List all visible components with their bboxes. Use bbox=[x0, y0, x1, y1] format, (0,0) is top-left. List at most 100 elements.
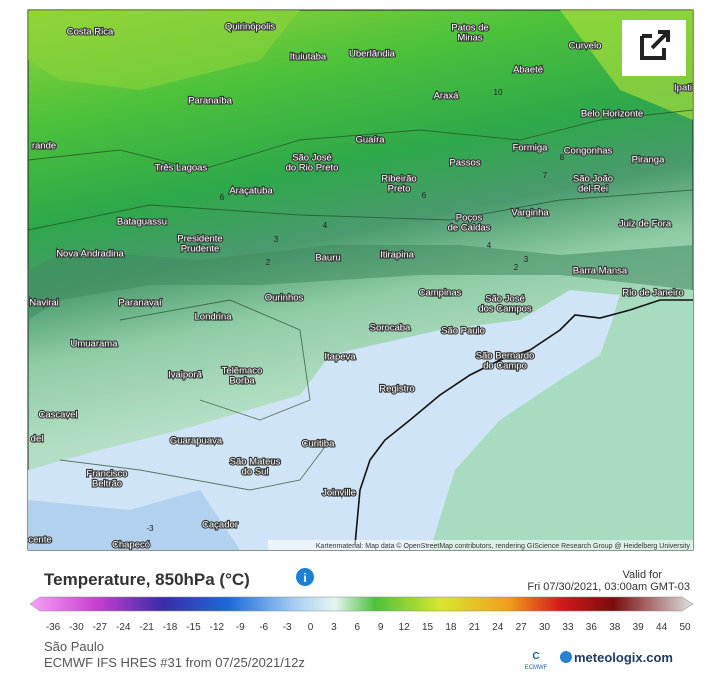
color-bar-tick: 18 bbox=[445, 622, 457, 633]
info-icon: i bbox=[303, 571, 306, 585]
place-label: dos Campos bbox=[478, 304, 532, 315]
contour-label: 4 bbox=[323, 221, 328, 230]
color-bar-tick: -30 bbox=[69, 622, 84, 633]
place-label: Guaíra bbox=[355, 135, 385, 146]
color-bar-tick: 21 bbox=[469, 622, 481, 633]
color-bar-tick: -3 bbox=[283, 622, 292, 633]
place-label: Guarapuava bbox=[170, 436, 223, 447]
color-bar-tick: 15 bbox=[422, 622, 434, 633]
model-run: ECMWF IFS HRES #31 from 07/25/2021/12z bbox=[44, 655, 305, 670]
place-label: Umuarama bbox=[71, 339, 119, 350]
color-bar-tick: -9 bbox=[236, 622, 245, 633]
place-label: Curitiba bbox=[302, 439, 335, 450]
place-label: Minas bbox=[457, 33, 483, 44]
contour-label: 7 bbox=[543, 171, 548, 180]
color-bar-tick: -27 bbox=[93, 622, 108, 633]
place-label: Chapecó bbox=[112, 540, 150, 551]
color-bar-tick: 44 bbox=[656, 622, 668, 633]
color-bar-tick: 27 bbox=[516, 622, 528, 633]
attribution-bg bbox=[268, 540, 693, 550]
place-label: São José bbox=[485, 294, 525, 305]
color-bar-tick: 30 bbox=[539, 622, 551, 633]
place-label: São João bbox=[573, 174, 613, 185]
place-label: Francisco bbox=[86, 469, 127, 480]
color-bar-tick: 39 bbox=[633, 622, 645, 633]
place-label: Belo Horizonte bbox=[581, 109, 643, 120]
ocean-area bbox=[430, 290, 693, 550]
place-label: Costa Rica bbox=[67, 27, 114, 38]
place-label: Preto bbox=[388, 184, 411, 195]
place-label: del bbox=[31, 434, 44, 445]
color-bar-tick: 0 bbox=[308, 622, 314, 633]
place-label: Bataguassu bbox=[117, 217, 167, 228]
place-label: Paranavaí bbox=[118, 298, 162, 309]
info-button[interactable] bbox=[296, 568, 314, 586]
brand: meteologix.com bbox=[574, 650, 673, 665]
color-bar bbox=[29, 596, 694, 612]
contour-label: 3 bbox=[524, 255, 529, 264]
color-bar-tick: -18 bbox=[163, 622, 178, 633]
place-label: Patos de bbox=[451, 23, 489, 34]
contour-band bbox=[28, 245, 693, 320]
place-label: Telêmaco bbox=[222, 366, 263, 377]
place-label: Paranaíba bbox=[188, 96, 233, 107]
contour-label: 6 bbox=[220, 193, 225, 202]
legend: Temperature, 850hPa (°C) i Valid for Fri… bbox=[29, 568, 694, 633]
place-label: Itirapina bbox=[380, 250, 415, 261]
place-label: Quirinópolis bbox=[225, 22, 275, 33]
place-label: Caçador bbox=[202, 520, 238, 531]
place-label: de Caldas bbox=[448, 223, 491, 234]
place-label: Uberlândia bbox=[349, 49, 396, 60]
place-label: Itapeva bbox=[324, 352, 356, 363]
place-label: Poços bbox=[456, 213, 483, 224]
footer: São Paulo ECMWF IFS HRES #31 from 07/25/… bbox=[44, 639, 673, 671]
place-label: São Bernardo bbox=[476, 351, 535, 362]
contour-label: 4 bbox=[487, 241, 492, 250]
color-bar-tick: 6 bbox=[355, 622, 361, 633]
place-label: Londrina bbox=[195, 312, 233, 323]
place-label: São Paulo bbox=[441, 326, 485, 337]
place-label: do Rio Preto bbox=[286, 163, 339, 174]
contour-label: 2 bbox=[514, 263, 519, 272]
place-label: Joinville bbox=[322, 488, 356, 499]
valid-label: Valid for bbox=[622, 569, 662, 581]
color-bar-tick: 33 bbox=[562, 622, 574, 633]
place-label: Rio de Janeiro bbox=[622, 288, 683, 299]
map-area: Kartenmaterial: Map data © OpenStreetMap… bbox=[27, 9, 694, 552]
place-label: do Campo bbox=[483, 361, 527, 372]
legend-title: Temperature, 850hPa (°C) bbox=[44, 570, 250, 589]
ecmwf-logo: ECMWF bbox=[525, 665, 548, 671]
place-label: Ourinhos bbox=[265, 293, 304, 304]
place-label: Ivaiporã bbox=[168, 370, 203, 381]
color-bar-tick: 9 bbox=[378, 622, 384, 633]
place-label: Campinas bbox=[419, 288, 462, 299]
attribution: Kartenmaterial: Map data © OpenStreetMap… bbox=[316, 542, 691, 550]
place-label: Curvelo bbox=[569, 41, 602, 52]
contour-label: -3 bbox=[146, 524, 154, 533]
color-bar-tick: -6 bbox=[259, 622, 268, 633]
color-bar-tick: -24 bbox=[116, 622, 131, 633]
location: São Paulo bbox=[44, 639, 104, 654]
place-label: del-Rei bbox=[578, 184, 608, 195]
contour-label: 6 bbox=[422, 191, 427, 200]
place-label: Varginha bbox=[511, 208, 549, 219]
contour-label: 10 bbox=[494, 88, 503, 97]
contour-label: 8 bbox=[560, 153, 565, 162]
place-label: Araxá bbox=[434, 91, 460, 102]
place-label: Passos bbox=[449, 158, 480, 169]
place-label: Navirai bbox=[29, 298, 59, 309]
place-label: Barra Mansa bbox=[573, 266, 628, 277]
share-icon bbox=[640, 30, 670, 60]
color-bar-tick: 38 bbox=[609, 622, 621, 633]
color-bar-tick: 24 bbox=[492, 622, 504, 633]
cool-area bbox=[28, 290, 620, 550]
place-label: Abaeté bbox=[513, 65, 543, 76]
place-label: São José bbox=[292, 153, 332, 164]
place-label: São Mateus bbox=[230, 457, 281, 468]
color-bar-tick: -15 bbox=[186, 622, 201, 633]
color-bar-tick: 36 bbox=[586, 622, 598, 633]
place-label: Três Lagoas bbox=[155, 163, 208, 174]
place-label: do Sul bbox=[242, 467, 269, 478]
place-label: Araçatuba bbox=[229, 186, 273, 197]
